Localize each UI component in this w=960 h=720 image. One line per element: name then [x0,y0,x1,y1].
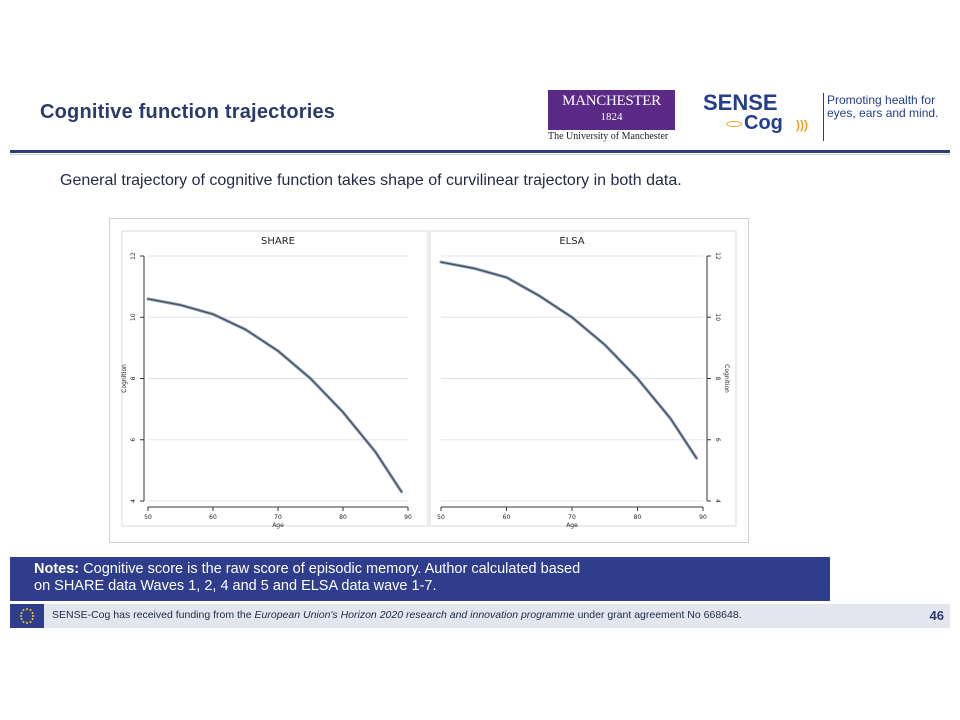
share-x-tick-label: 50 [144,514,152,521]
elsa-y-axis-label: Cognition [723,364,730,393]
slide-subtitle: General trajectory of cognitive function… [60,172,682,189]
share-series-line [147,298,403,493]
footer-bar: SENSE-Cog has received funding from the … [10,604,950,628]
share-series-band [146,297,404,494]
header-rule-light [10,154,950,155]
share-x-tick-label: 60 [209,514,217,521]
chart-figure: SHARE 4 6 8 10 12 50 60 70 80 90 Age Cognition ELSA 4 6… [109,218,749,543]
share-x-axis-label: Age [272,522,284,529]
logo-divider [823,93,824,141]
elsa-y-tick-label: 12 [714,252,721,260]
elsa-x-tick-label: 90 [699,514,707,521]
header-rule [10,150,950,153]
manchester-logo-name: MANCHESTER [562,93,661,109]
trajectory-charts: SHARE 4 6 8 10 12 50 60 70 80 90 Age Cognition ELSA 4 6… [121,230,737,529]
elsa-y-tick-label: 8 [714,377,721,381]
elsa-x-tick-label: 70 [568,514,576,521]
sense-cog-tagline: Promoting health for eyes, ears and mind… [827,93,939,120]
elsa-series-line [440,261,698,459]
page-number: 46 [929,608,944,623]
eye-icon [726,121,742,127]
share-y-axis-label: Cognition [121,364,128,393]
sense-cog-logo-sense: SENSE [703,90,778,115]
sound-waves-icon: ))) [796,118,808,132]
share-y-tick-label: 8 [130,376,137,380]
notes-line-2: on SHARE data Waves 1, 2, 4 and 5 and EL… [34,578,437,594]
funding-text-2: under grant agreement No 668648. [574,609,742,621]
funding-text-programme: European Union's Horizon 2020 research a… [254,609,575,621]
share-y-tick-label: 6 [130,438,137,442]
share-x-tick-label: 90 [404,514,412,521]
share-y-tick-label: 10 [130,313,137,321]
eu-stars-icon [20,608,34,624]
share-y-tick-label: 4 [130,499,137,503]
notes-box: Notes: Cognitive score is the raw score … [10,557,830,601]
eu-flag-icon [10,604,44,628]
elsa-x-axis-label: Age [566,522,578,529]
elsa-panel-border [429,230,737,527]
funding-statement: SENSE-Cog has received funding from the … [52,609,742,621]
manchester-logo-subtitle: The University of Manchester [548,131,669,142]
notes-label: Notes: [34,561,80,577]
notes-line-1: Cognitive score is the raw score of epis… [79,561,581,577]
share-panel-border [121,230,429,527]
elsa-x-tick-label: 50 [437,514,445,521]
elsa-x-tick-label: 80 [634,514,642,521]
share-x-tick-label: 70 [274,514,282,521]
elsa-x-tick-label: 60 [503,514,511,521]
manchester-logo-year: 1824 [600,111,623,123]
share-chart-title: SHARE [261,236,295,247]
slide-title: Cognitive function trajectories [40,101,336,123]
share-x-tick-label: 80 [339,514,347,521]
elsa-chart-title: ELSA [559,236,584,247]
elsa-series-band [439,260,699,460]
sense-cog-logo-cog: Cog [744,112,783,134]
elsa-y-tick-label: 10 [714,313,721,321]
elsa-y-tick-label: 6 [714,438,721,442]
manchester-logo: MANCHESTER 1824 [548,90,675,130]
funding-text-1: SENSE-Cog has received funding from the [52,609,255,621]
share-y-tick-label: 12 [130,252,137,260]
elsa-y-tick-label: 4 [714,499,721,503]
